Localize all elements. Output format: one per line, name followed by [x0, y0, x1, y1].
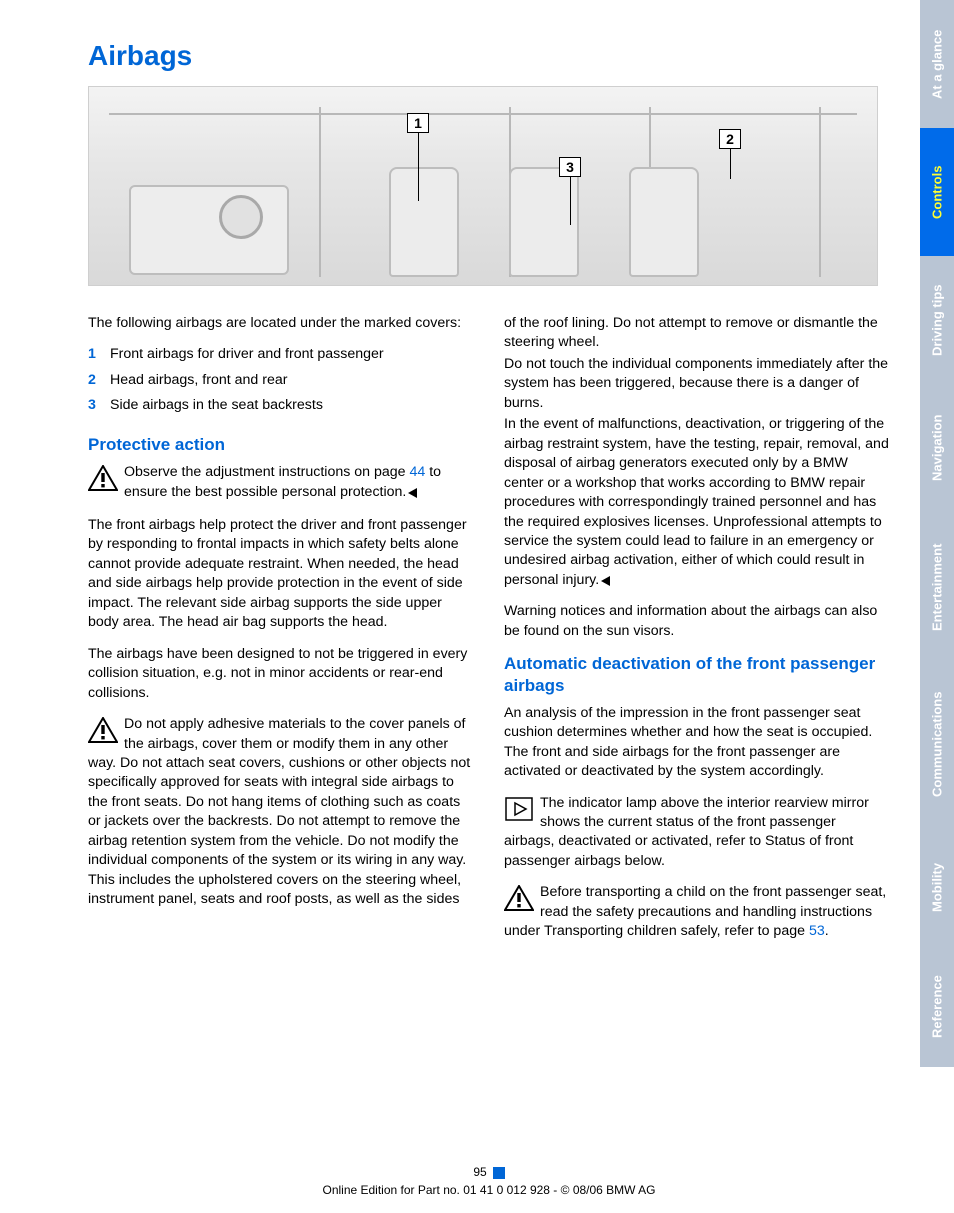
intro-text: The following airbags are located under … — [88, 314, 474, 333]
diagram-leader — [418, 133, 419, 201]
tab-communications[interactable]: Communications — [920, 662, 954, 827]
list-item-number: 1 — [88, 345, 110, 364]
tab-navigation[interactable]: Navigation — [920, 384, 954, 512]
para-rooflining: of the roof lining. Do not attempt to re… — [504, 314, 890, 353]
list-item-text: Front airbags for driver and front passe… — [110, 345, 384, 364]
diagram-seat — [509, 167, 579, 277]
diagram-seat — [629, 167, 699, 277]
diagram-pillar — [819, 107, 821, 277]
diagram-leader — [730, 149, 731, 179]
warning-adhesive-text: Do not apply adhesive materials to the c… — [88, 716, 470, 907]
side-tabs: At a glanceControlsDriving tipsNavigatio… — [920, 0, 954, 1213]
section-protective-action: Protective action — [88, 434, 474, 455]
tab-at-a-glance[interactable]: At a glance — [920, 0, 954, 128]
diagram-roofline — [109, 105, 857, 115]
diagram-pillar — [319, 107, 321, 277]
diagram-leader — [570, 177, 571, 225]
end-mark-icon — [601, 573, 611, 592]
left-column: The following airbags are located under … — [88, 314, 474, 954]
para-burns: Do not touch the individual components i… — [504, 355, 890, 413]
warning-icon — [504, 885, 534, 911]
warning-child-seat-text-pre: Before transporting a child on the front… — [504, 884, 886, 939]
warning-icon — [88, 717, 118, 743]
para-trigger-design: The airbags have been designed to not be… — [88, 645, 474, 703]
warning-adhesive: Do not apply adhesive materials to the c… — [88, 715, 474, 910]
info-indicator-lamp: The indicator lamp above the interior re… — [504, 794, 890, 872]
info-indicator-lamp-text: The indicator lamp above the interior re… — [504, 795, 869, 869]
airbag-component-list: 1Front airbags for driver and front pass… — [88, 345, 474, 415]
warning-icon — [88, 465, 118, 491]
indicator-lamp-icon — [504, 796, 534, 822]
page-link-53[interactable]: 53 — [809, 923, 825, 939]
page-number: 95 — [473, 1165, 486, 1179]
warning-child-seat: Before transporting a child on the front… — [504, 883, 890, 941]
para-seat-analysis: An analysis of the impression in the fro… — [504, 704, 890, 782]
list-item: 2Head airbags, front and rear — [88, 371, 474, 390]
warning-adjustment: Observe the adjustment instructions on p… — [88, 463, 474, 504]
tab-entertainment[interactable]: Entertainment — [920, 512, 954, 662]
para-front-airbags: The front airbags help protect the drive… — [88, 516, 474, 633]
page-title: Airbags — [88, 40, 890, 72]
page-footer: 95 Online Edition for Part no. 01 41 0 0… — [88, 1165, 890, 1197]
section-auto-deactivation: Automatic deactivation of the front pass… — [504, 653, 890, 696]
list-item: 3Side airbags in the seat backrests — [88, 396, 474, 415]
para-malfunction-text: In the event of malfunctions, deactivati… — [504, 416, 889, 588]
diagram-dashboard — [129, 185, 289, 275]
list-item-text: Head airbags, front and rear — [110, 371, 287, 390]
footer-line: Online Edition for Part no. 01 41 0 012 … — [322, 1183, 655, 1197]
diagram-seat — [389, 167, 459, 277]
diagram-label-2: 2 — [719, 129, 741, 149]
tab-driving-tips[interactable]: Driving tips — [920, 256, 954, 384]
para-sunvisor: Warning notices and information about th… — [504, 602, 890, 641]
list-item-number: 2 — [88, 371, 110, 390]
end-mark-icon — [408, 485, 418, 504]
tab-controls[interactable]: Controls — [920, 128, 954, 256]
list-item-number: 3 — [88, 396, 110, 415]
diagram-label-1: 1 — [407, 113, 429, 133]
right-column: of the roof lining. Do not attempt to re… — [504, 314, 890, 954]
airbag-diagram: 1 2 3 — [88, 86, 878, 286]
diagram-steering-wheel — [219, 195, 263, 239]
list-item: 1Front airbags for driver and front pass… — [88, 345, 474, 364]
page-link-44[interactable]: 44 — [410, 464, 426, 480]
tab-reference[interactable]: Reference — [920, 947, 954, 1067]
para-malfunction: In the event of malfunctions, deactivati… — [504, 415, 890, 592]
warning-child-seat-text-post: . — [825, 923, 829, 939]
warning-adjustment-text-pre: Observe the adjustment instructions on p… — [124, 464, 410, 480]
list-item-text: Side airbags in the seat backrests — [110, 396, 323, 415]
diagram-label-3: 3 — [559, 157, 581, 177]
tab-mobility[interactable]: Mobility — [920, 827, 954, 947]
